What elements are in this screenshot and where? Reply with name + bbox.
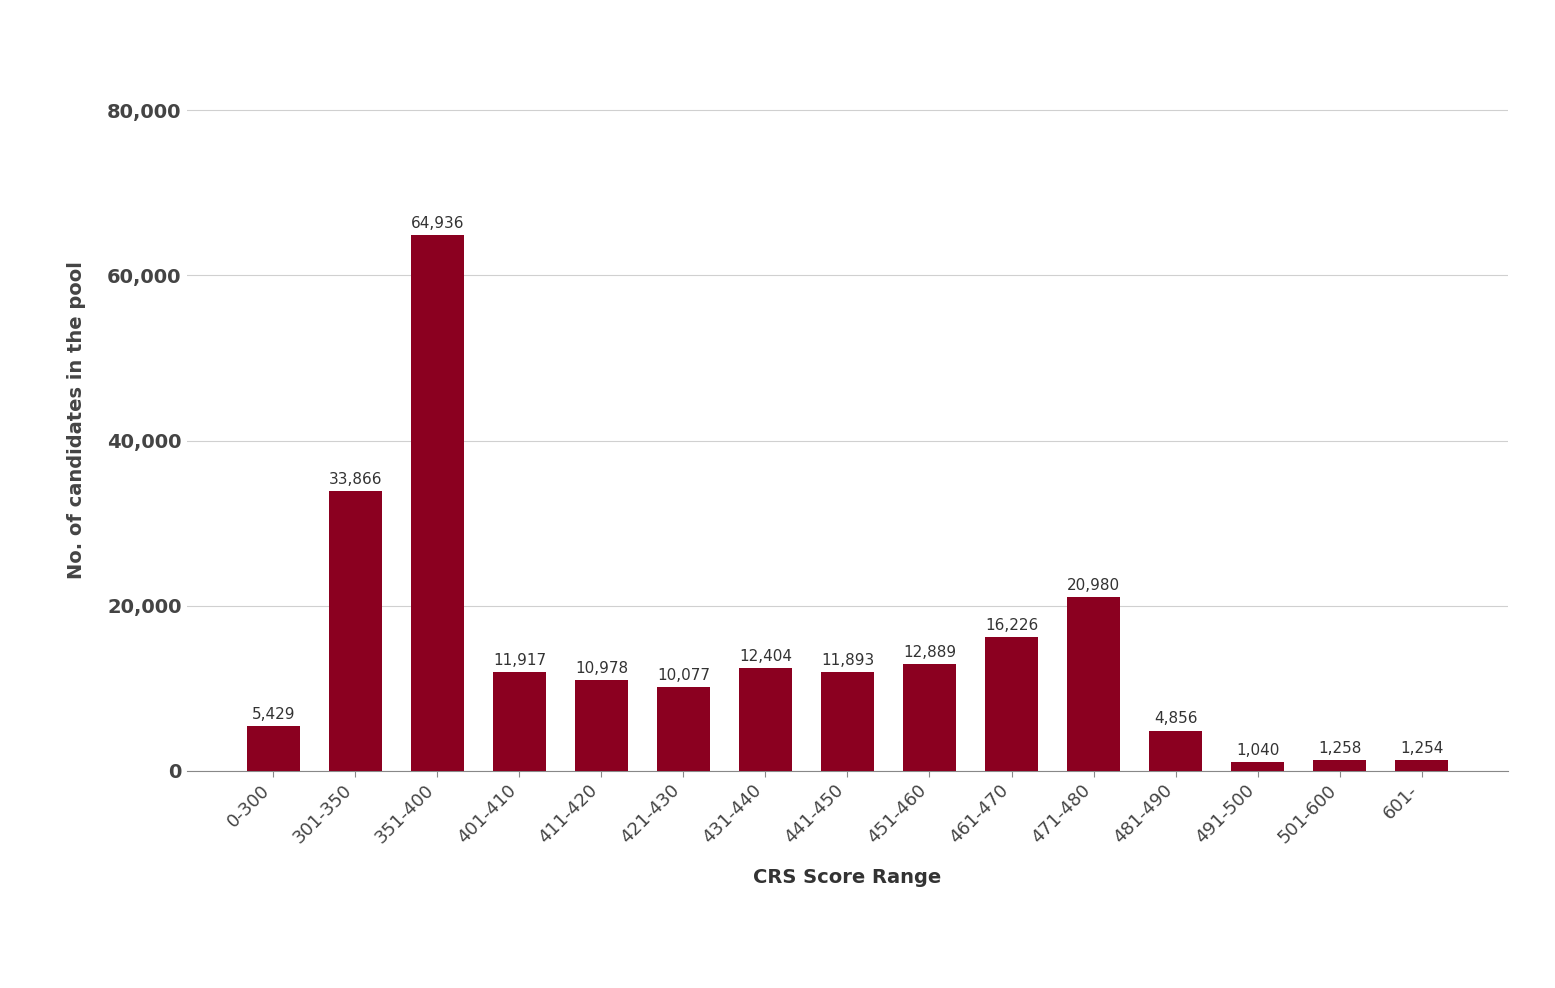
- Bar: [411, 235, 463, 771]
- Bar: [328, 491, 383, 771]
- Bar: [575, 680, 628, 771]
- Text: 1,254: 1,254: [1400, 741, 1443, 756]
- Text: 12,889: 12,889: [903, 645, 956, 660]
- Text: 1,040: 1,040: [1236, 743, 1280, 758]
- Bar: [984, 636, 1039, 771]
- Bar: [1149, 730, 1202, 771]
- Text: 5,429: 5,429: [252, 706, 295, 721]
- Text: 20,980: 20,980: [1067, 578, 1120, 594]
- X-axis label: CRS Score Range: CRS Score Range: [753, 867, 942, 887]
- Bar: [739, 668, 791, 771]
- Bar: [656, 688, 711, 771]
- Text: 1,258: 1,258: [1319, 741, 1361, 756]
- Text: 11,893: 11,893: [821, 653, 874, 668]
- Bar: [903, 664, 956, 771]
- Bar: [1395, 761, 1448, 771]
- Y-axis label: No. of candidates in the pool: No. of candidates in the pool: [67, 261, 87, 579]
- Text: 10,978: 10,978: [575, 661, 628, 676]
- Text: 12,404: 12,404: [739, 649, 791, 664]
- Text: 11,917: 11,917: [493, 653, 546, 668]
- Bar: [247, 726, 300, 771]
- Bar: [821, 673, 874, 771]
- Bar: [1312, 760, 1367, 771]
- Bar: [1232, 762, 1284, 771]
- Text: 64,936: 64,936: [411, 215, 463, 230]
- Text: 4,856: 4,856: [1154, 711, 1197, 726]
- Bar: [1067, 598, 1120, 771]
- Bar: [493, 672, 546, 771]
- Text: 10,077: 10,077: [656, 668, 711, 684]
- Text: 16,226: 16,226: [984, 618, 1039, 632]
- Text: 33,866: 33,866: [328, 472, 383, 487]
